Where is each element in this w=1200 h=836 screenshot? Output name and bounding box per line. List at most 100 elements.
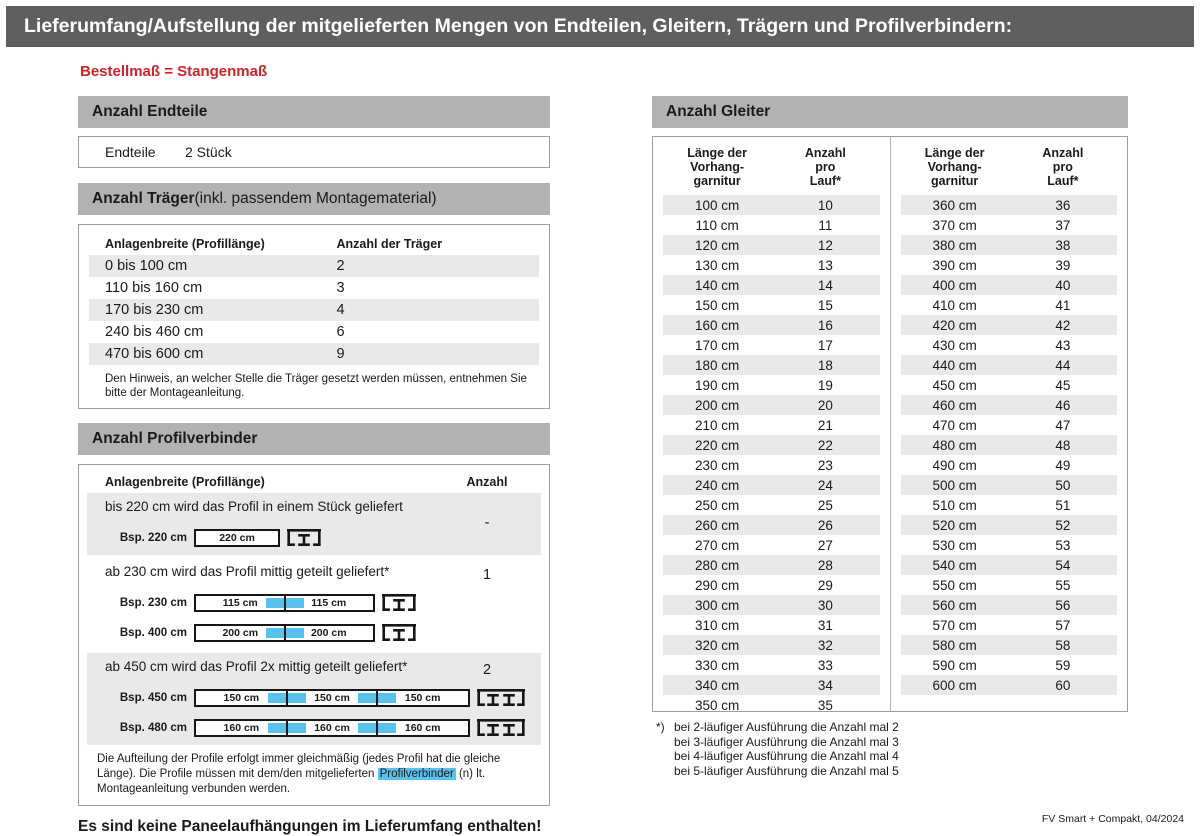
gleiter-table-row: 400 cm 40: [900, 275, 1117, 295]
gleiter-count-value: 29: [817, 577, 833, 593]
header-line: Länge der: [687, 146, 747, 160]
traeger-col2-header: Anzahl der Träger: [336, 237, 443, 251]
garnitur-length-value: 460 cm: [932, 397, 977, 413]
gleiter-table-row: 570 cm 57: [901, 615, 1118, 635]
gleiter-col2-header: Anzahl pro Lauf*: [771, 143, 879, 195]
profile-segment-label: 200 cm: [310, 627, 347, 639]
gleiter-rows-left: 100 cm 10 110 cm 11 120 cm 12 130 cm 13 140 cm 14…: [653, 195, 890, 715]
traeger-count-value: 2: [336, 258, 345, 274]
gleiter-table-row: 140 cm 14: [663, 275, 880, 295]
traeger-table: 0 bis 100 cm 2 110 bis 160 cm 3 170 bis 230 …: [79, 255, 549, 365]
profile-segment-label: 160 cm: [314, 722, 350, 734]
profile-divider-line: [283, 626, 286, 640]
section-header-profilverbinder-label: Anzahl Profilverbinder: [92, 430, 258, 447]
gleiter-count-value: 59: [1055, 657, 1071, 673]
pv-example-label: Bsp. 400 cm: [119, 627, 187, 639]
gleiter-col1-header: Länge der Vorhang- garnitur: [901, 143, 1009, 195]
gleiter-count-value: 18: [817, 357, 833, 373]
garnitur-length-value: 200 cm: [694, 397, 740, 413]
gleiter-count-value: 42: [1055, 317, 1071, 333]
gleiter-count-value: 12: [817, 237, 833, 253]
gleiter-count-value: 38: [1055, 237, 1071, 253]
garnitur-length-value: 380 cm: [932, 237, 977, 253]
profilverbinder-col1-header: Anlagenbreite (Profillänge): [105, 475, 265, 489]
gleiter-count-value: 54: [1055, 557, 1071, 573]
gleiter-table-row: 590 cm 59: [901, 655, 1118, 675]
gleiter-table-row: 330 cm 33: [663, 655, 880, 675]
profile-bar: 150 cm 150 cm 150 cm: [194, 689, 470, 707]
gleiter-count-value: 57: [1055, 617, 1071, 633]
gleiter-count-value: 30: [817, 597, 833, 613]
gleiter-table-row: 380 cm 38: [900, 235, 1117, 255]
gleiter-count-value: 40: [1055, 277, 1071, 293]
garnitur-length-value: 330 cm: [694, 657, 740, 673]
gleiter-count-value: 31: [817, 617, 833, 633]
header-line: Lauf*: [809, 174, 841, 188]
garnitur-length-value: 320 cm: [694, 637, 740, 653]
gleiter-table-row: 480 cm 48: [900, 435, 1117, 455]
garnitur-length-value: 340 cm: [694, 677, 740, 693]
profile-divider-line: [285, 721, 288, 735]
gleiter-table-row: 100 cm 10: [663, 195, 880, 215]
gleiter-table-row: 210 cm 21: [663, 415, 880, 435]
garnitur-length-value: 250 cm: [694, 497, 740, 513]
profilverbinder-note: Die Aufteilung der Profile erfolgt immer…: [87, 750, 541, 797]
profilverbinder-highlight: Profilverbinder: [377, 768, 456, 780]
header-line: garnitur: [931, 174, 979, 188]
garnitur-length-value: 170 cm: [694, 337, 740, 353]
footnote-lines: bei 2-läufiger Ausführung die Anzahl mal…: [674, 720, 899, 778]
garnitur-length-value: 590 cm: [932, 657, 977, 673]
gleiter-count-value: 24: [817, 477, 833, 493]
header-line: pro: [1052, 160, 1073, 174]
gleiter-table-row: 530 cm 53: [901, 535, 1118, 555]
garnitur-length-value: 230 cm: [694, 457, 740, 473]
pv-example-label: Bsp. 230 cm: [119, 597, 187, 609]
garnitur-length-value: 600 cm: [932, 677, 977, 693]
gleiter-table-row: 270 cm 27: [663, 535, 880, 555]
traeger-note: Den Hinweis, an welcher Stelle die Träge…: [105, 373, 527, 399]
gleiter-count-value: 27: [817, 537, 833, 553]
profile-bar: 200 cm 200 cm: [194, 624, 375, 642]
anlagenbreite-value: 0 bis 100 cm: [105, 258, 188, 274]
section-header-gleiter: Anzahl Gleiter: [652, 96, 1128, 128]
garnitur-length-value: 350 cm: [694, 697, 740, 713]
pv-section-count: 2: [482, 662, 492, 678]
garnitur-length-value: 430 cm: [932, 337, 977, 353]
gleiter-table-row: 110 cm 11: [663, 215, 880, 235]
gleiter-table-row: 560 cm 56: [900, 595, 1117, 615]
garnitur-length-value: 420 cm: [932, 317, 977, 333]
gleiter-count-value: 43: [1055, 337, 1071, 353]
garnitur-length-value: 260 cm: [694, 517, 740, 533]
garnitur-length-value: 540 cm: [932, 557, 977, 573]
gleiter-table-row: 420 cm 42: [900, 315, 1117, 335]
profile-segment-label: 160 cm: [404, 722, 441, 734]
garnitur-length-value: 240 cm: [694, 477, 740, 493]
garnitur-length-value: 580 cm: [932, 637, 977, 653]
pv-note-text: (n) lt. Montageanleitung verbunden werde…: [97, 768, 486, 795]
gleiter-count-value: 19: [817, 377, 833, 393]
header-line: Anzahl: [1042, 146, 1084, 160]
profile-divider-line: [376, 721, 379, 735]
section-header-endteile-label: Anzahl Endteile: [92, 103, 208, 120]
profilverbinder-table-header: Anlagenbreite (Profillänge) Anzahl: [87, 471, 541, 493]
document-version: FV Smart + Compakt, 04/2024: [1041, 813, 1184, 825]
anlagenbreite-value: 240 bis 460 cm: [105, 324, 204, 340]
garnitur-length-value: 550 cm: [932, 577, 977, 593]
gleiter-count-value: 39: [1055, 257, 1071, 273]
section-header-profilverbinder: Anzahl Profilverbinder: [78, 423, 550, 455]
gleiter-count-value: 22: [817, 437, 833, 453]
garnitur-length-value: 210 cm: [694, 417, 740, 433]
anlagenbreite-value: 110 bis 160 cm: [105, 280, 203, 296]
gleiter-table-row: 310 cm 31: [663, 615, 880, 635]
garnitur-length-value: 410 cm: [932, 297, 977, 313]
profile-segment-label: 220 cm: [219, 532, 255, 544]
garnitur-length-value: 560 cm: [932, 597, 977, 613]
section-header-traeger-suffix: (inkl. passendem Montagematerial): [194, 190, 437, 207]
gleiter-table-row: 200 cm 20: [663, 395, 880, 415]
garnitur-length-value: 140 cm: [694, 277, 740, 293]
garnitur-length-value: 450 cm: [932, 377, 977, 393]
gleiter-table-row: 230 cm 23: [663, 455, 880, 475]
gleiter-table-header: Länge der Vorhang- garnitur Anzahl pro L…: [663, 143, 880, 195]
endteile-label: Endteile: [105, 144, 156, 160]
gleiter-count-value: 25: [817, 497, 833, 513]
